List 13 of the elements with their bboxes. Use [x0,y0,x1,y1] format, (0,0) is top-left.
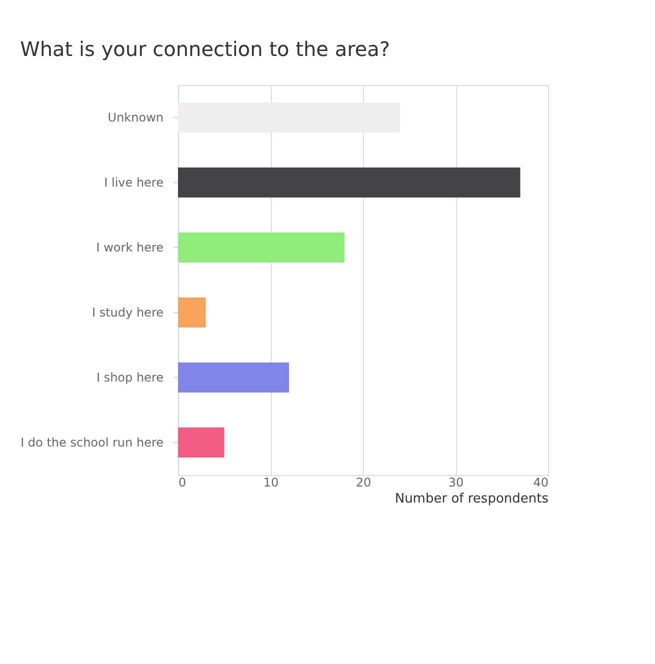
x-tick-label: 10 [263,476,279,490]
x-axis-title: Number of respondents [394,492,549,506]
y-tick-label: I live here [104,176,164,190]
x-tick-label: 0 [178,476,186,490]
y-tick-label: I work here [96,240,164,254]
y-tick-label: I do the school run here [20,436,164,450]
chart-title: What is your connection to the area? [20,37,390,61]
x-tick-label: 20 [356,476,372,490]
y-tick-label: I study here [92,306,164,320]
x-tick-label: 40 [533,476,548,490]
x-tick-label: 30 [448,476,464,490]
y-tick-label: I shop here [96,370,164,384]
y-tick-label: Unknown [108,110,164,124]
